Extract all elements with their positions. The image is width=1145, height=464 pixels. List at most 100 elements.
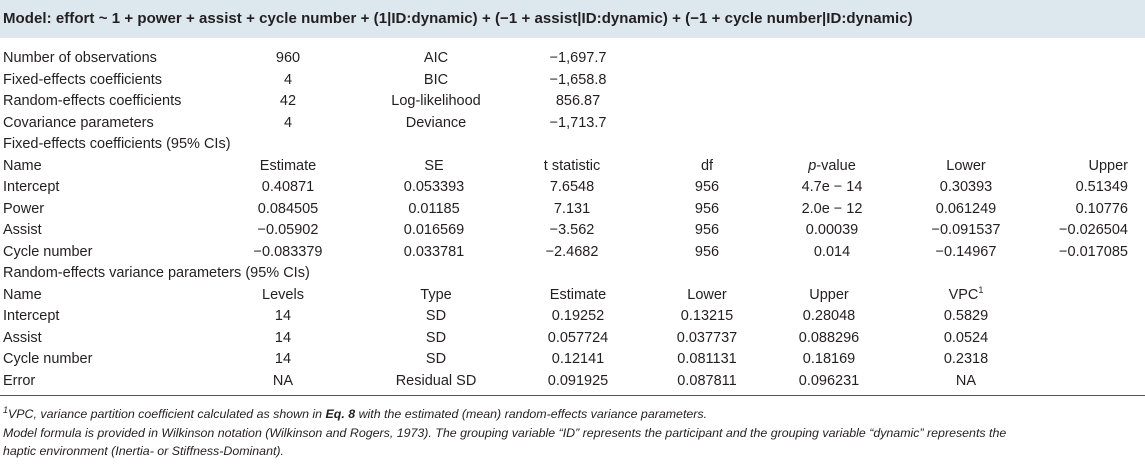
fe-cell-df: 956 [694,243,720,260]
re-header-lower: Lower [687,286,727,303]
footnote-formula-line2: haptic environment (Inertia- or Stiffnes… [3,444,284,458]
fe-header-pvalue-rest: -value [816,157,856,174]
re-cell-vpc: NA [955,372,977,389]
fe-cell-name: Intercept [3,179,60,195]
fe-cell-upper: 0.51349 [1075,179,1128,195]
summary-value: 42 [279,93,297,109]
re-header-estimate: Estimate [549,286,607,303]
footnote-equation-link[interactable]: Eq. 8 [325,407,356,421]
table-row: Intercept 0.40871 0.053393 7.6548 956 4.7e − … [0,177,1145,199]
summary-label: Fixed-effects coefficients [3,71,163,88]
fe-cell-tstat: 7.131 [553,200,591,217]
fe-cell-lower: −0.091537 [931,222,1001,238]
re-header-upper: Upper [809,286,849,303]
re-header-vpc: VPC1 [949,285,984,307]
fe-cell-df: 956 [694,222,720,238]
footnote-vpc-mark: 1 [3,404,9,415]
re-cell-type: Residual SD [395,372,477,389]
fe-cell-pvalue: 0.00039 [805,222,859,238]
re-header-name: Name [3,286,42,303]
fixed-effects-header-row: Name Estimate SE t statistic df p-value … [0,156,1145,178]
random-effects-header-row: Name Levels Type Estimate Lower Upper VP… [0,285,1145,307]
fe-cell-lower: 0.061249 [935,200,997,217]
fe-header-pvalue: p-value [808,156,856,178]
fe-cell-tstat: −3.562 [549,222,595,238]
fe-header-name: Name [3,157,42,174]
re-cell-lower: 0.087811 [677,372,737,389]
fixed-effects-section-title-row: Fixed-effects coefficients (95% CIs) [0,134,1145,156]
table-row: Assist −0.05902 0.016569 −3.562 956 0.00039 −0… [0,220,1145,242]
summary-stat-label: Deviance [405,114,467,131]
summary-label: Covariance parameters [3,114,154,131]
summary-row: Random-effects coefficients 42 Log-likelih… [0,91,1145,113]
re-cell-upper: 0.28048 [802,308,856,324]
fixed-effects-section-title: Fixed-effects coefficients (95% CIs) [3,136,231,152]
re-cell-estimate: 0.057724 [547,329,609,346]
re-cell-name: Intercept [3,308,60,324]
table-row: Intercept 14 SD 0.19252 0.13215 0.28048 0.5829 [0,306,1145,328]
re-cell-type: SD [425,329,447,346]
fe-header-lower: Lower [946,157,986,174]
fe-cell-upper: −0.026504 [1059,222,1128,238]
re-cell-lower: 0.13215 [680,308,734,324]
fe-cell-pvalue: 4.7e − 14 [801,179,863,195]
footnote-vpc-after: with the estimated (mean) random-effects… [355,407,708,421]
footnote-vpc-before: VPC, variance partition coefficient calc… [8,407,326,421]
fe-header-upper: Upper [1088,157,1129,174]
re-cell-vpc: 0.5829 [943,308,989,324]
fe-cell-estimate: 0.40871 [261,179,315,195]
fe-cell-name: Cycle number [3,243,93,260]
re-cell-estimate: 0.19252 [551,308,605,324]
random-effects-section-title-row: Random-effects variance parameters (95% … [0,263,1145,285]
summary-value: 4 [283,114,293,131]
re-header-vpc-text: VPC [948,286,979,303]
fe-cell-pvalue: 2.0e − 12 [801,200,863,217]
re-cell-vpc: 0.2318 [943,351,989,367]
table-row: Assist 14 SD 0.057724 0.037737 0.088296 0.0524 [0,328,1145,350]
re-cell-upper: 0.088296 [798,329,860,346]
fe-header-se: SE [424,157,444,174]
fe-cell-tstat: −2.4682 [545,243,599,260]
re-cell-lower: 0.081131 [677,351,737,367]
re-header-type: Type [420,286,452,303]
table-row: Cycle number −0.083379 0.033781 −2.4682 956 0… [0,242,1145,264]
fe-header-estimate: Estimate [259,157,317,174]
fe-cell-se: 0.01185 [408,200,460,217]
summary-stat-label: AIC [423,50,449,66]
fe-cell-name: Assist [3,222,42,238]
summary-stat-value: −1,713.7 [549,114,607,131]
summary-stat-value: −1,658.8 [549,71,607,88]
table-row: Cycle number 14 SD 0.12141 0.081131 0.18169 0.… [0,349,1145,371]
re-cell-name: Error [3,372,36,389]
summary-row: Covariance parameters 4 Deviance −1,713.7 [0,113,1145,135]
summary-label: Number of observations [3,50,157,66]
summary-row: Number of observations 960 AIC −1,697.7 [0,48,1145,70]
re-cell-levels: 14 [274,308,292,324]
re-cell-type: SD [425,308,447,324]
fe-cell-se: 0.053393 [403,179,465,195]
re-cell-name: Assist [3,329,42,346]
model-title: Model: effort ~ 1 + power + assist + cyc… [0,0,1145,38]
re-cell-upper: 0.096231 [798,372,860,389]
fe-cell-estimate: −0.05902 [257,222,319,238]
table-row: Error NA Residual SD 0.091925 0.087811 0.0962… [0,371,1145,393]
re-cell-name: Cycle number [3,351,93,367]
table-bottom-rule [0,395,1145,396]
fe-cell-name: Power [3,200,45,217]
summary-stat-label: BIC [423,71,449,88]
random-effects-section-title: Random-effects variance parameters (95% … [3,265,310,281]
fe-header-pvalue-italic: p [808,157,817,174]
fe-cell-upper: −0.017085 [1059,243,1128,260]
re-cell-levels: 14 [274,351,292,367]
summary-label: Random-effects coefficients [3,93,182,109]
footnote-vpc: 1VPC, variance partition coefficient cal… [3,405,707,423]
re-header-levels: Levels [262,286,304,303]
fe-cell-upper: 0.10776 [1075,200,1128,217]
footnote-formula-line1: Model formula is provided in Wilkinson n… [3,426,1007,440]
fe-cell-pvalue: 0.014 [813,243,851,260]
table-row: Power 0.084505 0.01185 7.131 956 2.0e − 12 0.0… [0,199,1145,221]
summary-row: Fixed-effects coefficients 4 BIC −1,658.8 [0,70,1145,92]
fe-cell-df: 956 [694,200,720,217]
fe-header-tstat: t statistic [543,157,601,174]
re-cell-vpc: 0.0524 [943,329,989,346]
